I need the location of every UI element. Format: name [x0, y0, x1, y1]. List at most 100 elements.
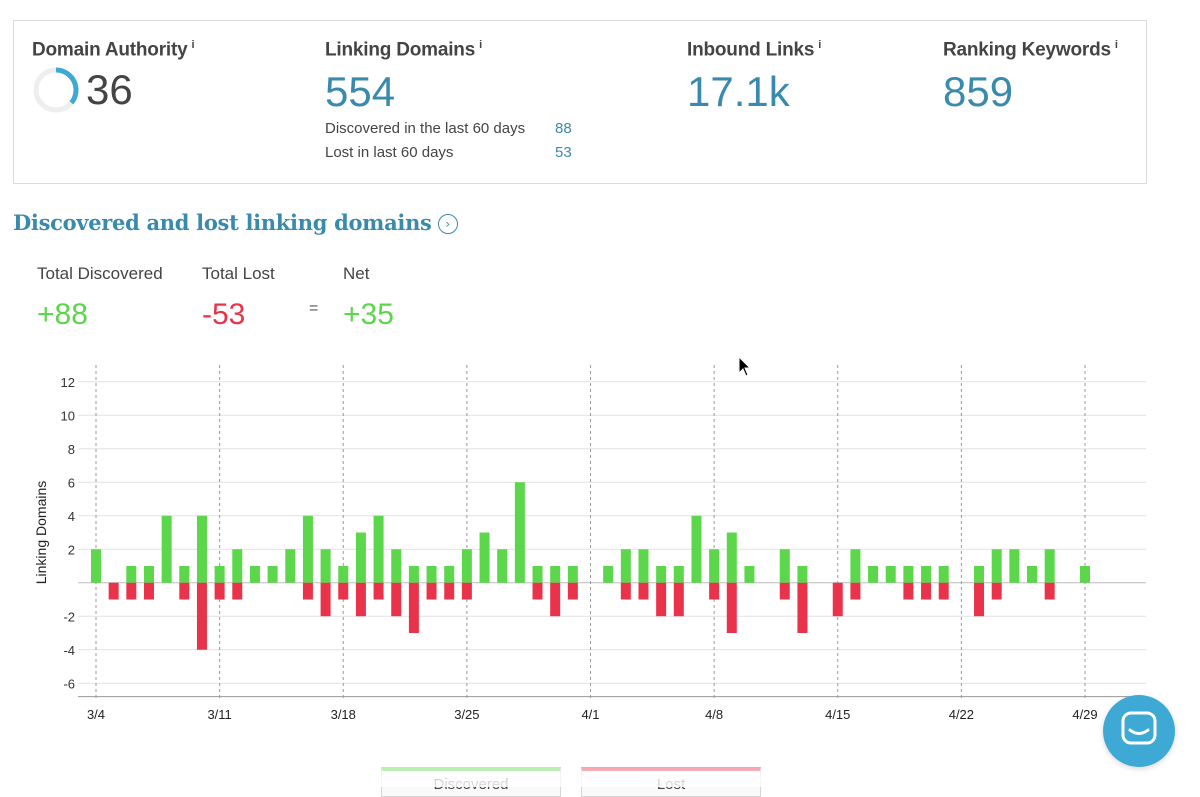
x-tick-label: 4/29: [1072, 707, 1097, 722]
discovered-bar: [302, 515, 313, 583]
y-tick-label: 8: [68, 442, 75, 457]
legend-discovered-button[interactable]: Discovered: [381, 767, 561, 797]
discovered-bar: [355, 532, 366, 583]
lost-bar: [726, 582, 737, 633]
lost-bar: [903, 582, 914, 600]
legend-lost-button[interactable]: Lost: [581, 767, 761, 797]
discovered-bar: [514, 482, 525, 583]
lost-count[interactable]: 53: [555, 144, 572, 162]
discovered-bar: [249, 566, 260, 583]
discovered-bar: [161, 515, 172, 583]
mouse-cursor-icon: [738, 356, 752, 377]
y-tick-label: 12: [61, 375, 75, 390]
discovered-bar: [550, 566, 561, 583]
discovered-label: Discovered in the last 60 days: [325, 120, 526, 138]
y-tick-label: -6: [63, 676, 75, 691]
discovered-bar: [391, 549, 402, 583]
lost-bar: [302, 582, 313, 600]
lost-bar: [532, 582, 543, 600]
info-icon[interactable]: i: [818, 39, 822, 51]
lost-bar: [426, 582, 437, 600]
discovered-bar: [143, 566, 154, 583]
chat-button[interactable]: [1103, 695, 1175, 767]
discovered-bar: [497, 549, 508, 583]
lost-bar: [638, 582, 649, 600]
discovered-bar: [1080, 566, 1090, 583]
info-icon[interactable]: i: [1114, 39, 1118, 51]
lost-bar: [673, 582, 684, 617]
lost-bar: [232, 582, 243, 600]
discovered-bar: [1044, 549, 1055, 583]
discovered-count[interactable]: 88: [555, 120, 572, 138]
net-value: +35: [343, 298, 394, 331]
lost-bar: [143, 582, 154, 600]
lost-bar: [550, 582, 561, 617]
info-icon[interactable]: i: [191, 39, 195, 51]
lost-bar: [196, 582, 207, 650]
discovered-bar: [656, 566, 667, 583]
x-tick-label: 3/25: [454, 707, 479, 722]
x-tick-label: 3/11: [207, 707, 231, 722]
discovered-bar: [267, 566, 278, 583]
y-tick-label: -4: [63, 643, 75, 658]
lost-bar: [373, 582, 384, 600]
discovered-bar: [974, 566, 985, 583]
chevron-right-circle-icon[interactable]: ›: [437, 214, 458, 234]
y-tick-label: 2: [68, 542, 75, 557]
lost-bar: [126, 582, 137, 600]
domain-authority-arc: [55, 67, 79, 105]
x-tick-label: 4/22: [949, 707, 974, 722]
discovered-bar: [196, 515, 207, 583]
total-discovered-value: +88: [37, 298, 88, 331]
y-tick-label: 10: [61, 408, 75, 423]
lost-bar: [1044, 582, 1055, 600]
lost-label: Lost in last 60 days: [325, 144, 454, 162]
domain-authority-metric: Domain Authority i 36: [32, 39, 195, 115]
lost-bar: [179, 582, 190, 600]
total-discovered-label: Total Discovered: [37, 264, 163, 283]
discovered-bar: [638, 549, 649, 583]
domain-authority-ring: [33, 67, 79, 113]
discovered-bar: [868, 566, 879, 583]
discovered-bar: [567, 566, 578, 583]
discovered-bar: [232, 549, 243, 583]
lost-bar: [921, 582, 932, 600]
linking-domains-value: 554: [325, 68, 396, 116]
discovered-bar: [179, 566, 190, 583]
lost-bar: [391, 582, 402, 617]
lost-bar: [567, 582, 578, 600]
discovered-bar: [603, 566, 614, 583]
discovered-bar: [320, 549, 331, 583]
discovered-bar: [620, 549, 631, 583]
lost-bar: [444, 582, 455, 600]
domain-authority-value: 36: [86, 66, 133, 114]
ranking-keywords-value: 859: [943, 68, 1014, 116]
section-title-text[interactable]: Discovered and lost linking domains: [13, 210, 432, 235]
lost-bar: [938, 582, 949, 600]
equals-sign: =: [309, 300, 319, 317]
discovered-bar: [461, 549, 472, 583]
metrics-panel: Domain Authority i 36 Linking Domains i 55…: [13, 20, 1147, 184]
ranking-keywords-label: Ranking Keywords: [943, 39, 1111, 61]
discovered-bar: [285, 549, 296, 583]
y-tick-label: -2: [63, 609, 75, 624]
linking-domains-metric: Linking Domains i 554 Discovered in the l…: [325, 39, 585, 165]
discovered-bar: [673, 566, 684, 583]
discovered-bar: [691, 515, 702, 583]
lost-bar: [620, 582, 631, 600]
discovered-bar: [903, 566, 914, 583]
info-icon[interactable]: i: [479, 39, 482, 51]
x-tick-label: 4/15: [825, 707, 850, 722]
lost-bar: [850, 582, 861, 600]
total-discovered: Total Discovered +88: [37, 264, 163, 332]
discovered-bar: [338, 566, 349, 583]
x-tick-label: 4/1: [581, 707, 599, 722]
linking-domains-chart: 12 10 8 6 4 2 -2 -4 -6 Linking Domains 3/4 3/11 3/18…: [33, 365, 1146, 722]
discovered-bar: [91, 549, 101, 583]
lost-bar: [797, 582, 808, 633]
section-title[interactable]: Discovered and lost linking domains ›: [13, 210, 458, 235]
discovered-bar: [214, 566, 225, 583]
discovered-bar: [779, 549, 790, 583]
lost-bar: [108, 582, 119, 600]
discovered-bar: [1027, 566, 1038, 583]
